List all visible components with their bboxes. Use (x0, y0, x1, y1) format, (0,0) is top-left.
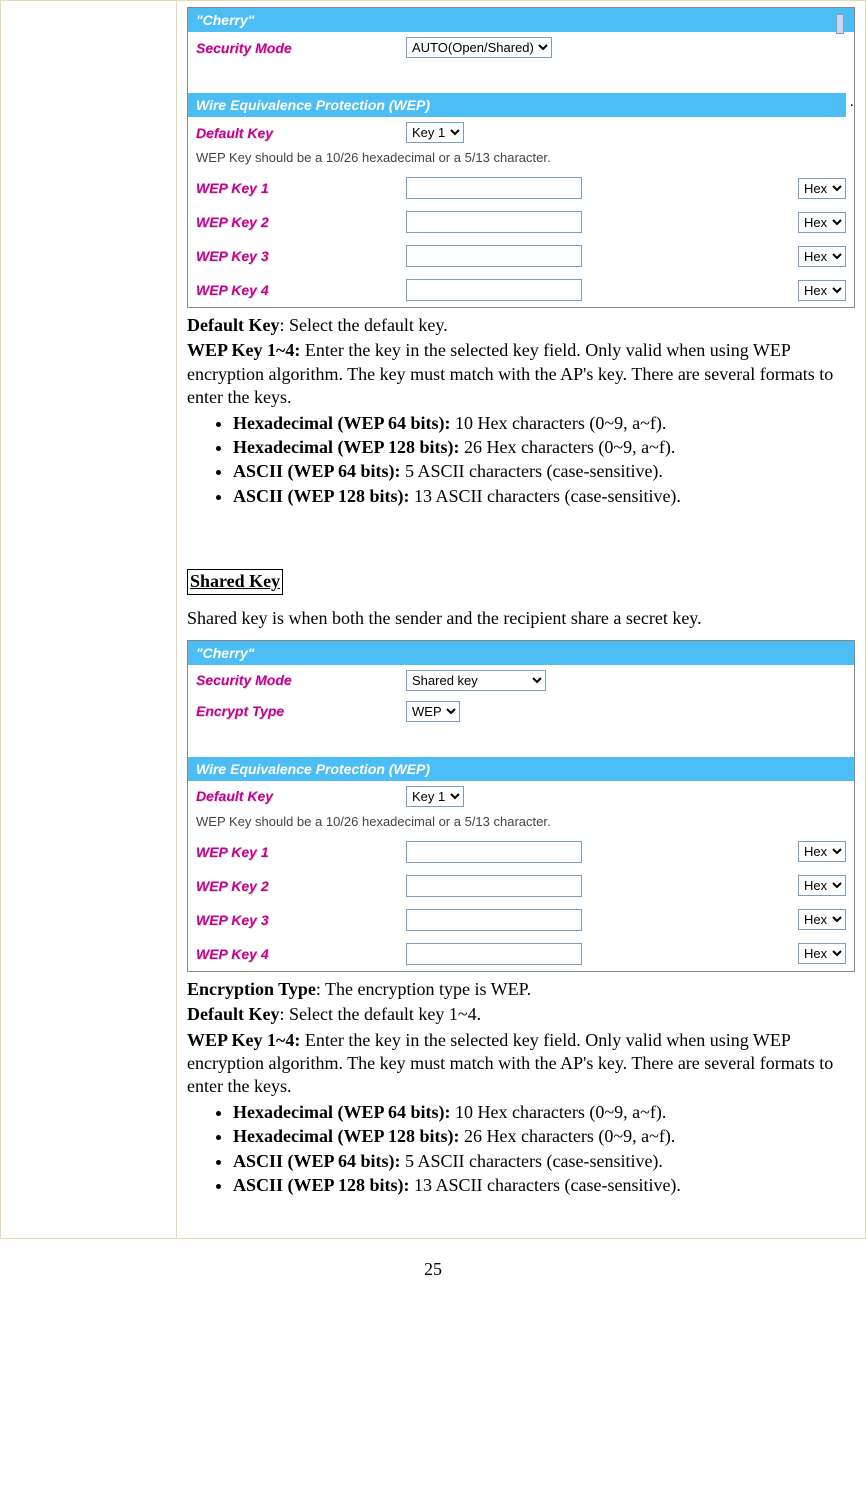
wep-key-row: WEP Key 4 Hex (188, 273, 854, 307)
wep-key-format-1[interactable]: Hex (798, 178, 846, 199)
wep-key-input-3[interactable] (406, 909, 582, 931)
doc-term: Default Key (187, 315, 279, 335)
wep-key-label: WEP Key 2 (196, 214, 406, 230)
doc-term: WEP Key 1~4: (187, 340, 300, 360)
wep-key-input-4[interactable] (406, 279, 582, 301)
doc-term: Default Key (187, 1004, 279, 1024)
wep-key-format-1[interactable]: Hex (798, 841, 846, 862)
doc-text: : Select the default key. (279, 315, 447, 335)
doc-text: 10 Hex characters (0~9, a~f). (450, 413, 666, 433)
doc-block-2: Encryption Type: The encryption type is … (187, 978, 855, 1198)
wep-key-format-3[interactable]: Hex (798, 909, 846, 930)
wep-key-row: WEP Key 2 Hex (188, 205, 854, 239)
shared-key-intro: Shared key is when both the sender and t… (187, 607, 855, 630)
wep-key-row: WEP Key 1 Hex (188, 835, 854, 869)
wep-key-format-3[interactable]: Hex (798, 246, 846, 267)
wep-key-format-2[interactable]: Hex (798, 875, 846, 896)
wep-title-bar: Wire Equivalence Protection (WEP) (188, 93, 846, 117)
security-mode-select[interactable]: AUTO(Open/Shared) (406, 37, 552, 58)
encrypt-type-label: Encrypt Type (196, 703, 406, 719)
wep-key-label: WEP Key 4 (196, 282, 406, 298)
wep-key-row: WEP Key 2 Hex (188, 869, 854, 903)
wep-key-label: WEP Key 3 (196, 248, 406, 264)
doc-text: 10 Hex characters (0~9, a~f). (450, 1102, 666, 1122)
doc-term: Hexadecimal (WEP 128 bits): (233, 437, 459, 457)
doc-text: : The encryption type is WEP. (316, 979, 531, 999)
wep-title-bar: Wire Equivalence Protection (WEP) (188, 757, 854, 781)
wep-key-input-2[interactable] (406, 875, 582, 897)
doc-term: Encryption Type (187, 979, 316, 999)
scrollbar-icon (836, 14, 844, 34)
wep-key-label: WEP Key 1 (196, 844, 406, 860)
security-mode-label: Security Mode (196, 40, 406, 56)
wep-key-label: WEP Key 1 (196, 180, 406, 196)
panel-title-bar: "Cherry" (188, 8, 854, 32)
default-key-label: Default Key (196, 125, 406, 141)
panel-title: "Cherry" (196, 645, 254, 661)
doc-block-1: Default Key: Select the default key. WEP… (187, 314, 855, 508)
wep-hint: WEP Key should be a 10/26 hexadecimal or… (188, 148, 854, 171)
doc-text: 13 ASCII characters (case-sensitive). (410, 486, 681, 506)
wep-key-row: WEP Key 3 Hex (188, 239, 854, 273)
doc-text: 5 ASCII characters (case-sensitive). (401, 461, 663, 481)
doc-text: 5 ASCII characters (case-sensitive). (401, 1151, 663, 1171)
doc-term: Hexadecimal (WEP 64 bits): (233, 413, 450, 433)
wep-key-input-3[interactable] (406, 245, 582, 267)
doc-text: 26 Hex characters (0~9, a~f). (459, 437, 675, 457)
doc-term: Hexadecimal (WEP 64 bits): (233, 1102, 450, 1122)
config-panel-auto: "Cherry" Security Mode AUTO(Open/Shared)… (187, 7, 855, 308)
wep-key-label: WEP Key 4 (196, 946, 406, 962)
default-key-select[interactable]: Key 1 (406, 786, 464, 807)
page-number: 25 (0, 1239, 866, 1300)
wep-key-row: WEP Key 4 Hex (188, 937, 854, 971)
wep-key-input-2[interactable] (406, 211, 582, 233)
wep-key-format-4[interactable]: Hex (798, 280, 846, 301)
config-panel-shared: "Cherry" Security Mode Shared key Encryp… (187, 640, 855, 972)
wep-key-input-1[interactable] (406, 177, 582, 199)
doc-text: : Select the default key 1~4. (279, 1004, 481, 1024)
encrypt-type-select[interactable]: WEP (406, 701, 460, 722)
wep-key-input-4[interactable] (406, 943, 582, 965)
doc-text: 13 ASCII characters (case-sensitive). (410, 1175, 681, 1195)
doc-term: ASCII (WEP 128 bits): (233, 1175, 410, 1195)
wep-key-input-1[interactable] (406, 841, 582, 863)
wep-key-format-4[interactable]: Hex (798, 943, 846, 964)
default-key-label: Default Key (196, 788, 406, 804)
dot: . (846, 93, 854, 111)
security-mode-select[interactable]: Shared key (406, 670, 546, 691)
default-key-select[interactable]: Key 1 (406, 122, 464, 143)
left-margin (1, 1, 177, 1238)
wep-key-row: WEP Key 1 Hex (188, 171, 854, 205)
doc-term: WEP Key 1~4: (187, 1030, 300, 1050)
doc-term: ASCII (WEP 64 bits): (233, 461, 401, 481)
wep-key-label: WEP Key 3 (196, 912, 406, 928)
wep-key-label: WEP Key 2 (196, 878, 406, 894)
panel-title: "Cherry" (196, 12, 254, 28)
shared-key-heading: Shared Key (187, 569, 283, 594)
security-mode-label: Security Mode (196, 672, 406, 688)
doc-term: Hexadecimal (WEP 128 bits): (233, 1126, 459, 1146)
panel-title-bar: "Cherry" (188, 641, 854, 665)
wep-hint: WEP Key should be a 10/26 hexadecimal or… (188, 812, 854, 835)
doc-term: ASCII (WEP 64 bits): (233, 1151, 401, 1171)
doc-text: 26 Hex characters (0~9, a~f). (459, 1126, 675, 1146)
wep-key-format-2[interactable]: Hex (798, 212, 846, 233)
wep-key-row: WEP Key 3 Hex (188, 903, 854, 937)
doc-term: ASCII (WEP 128 bits): (233, 486, 410, 506)
